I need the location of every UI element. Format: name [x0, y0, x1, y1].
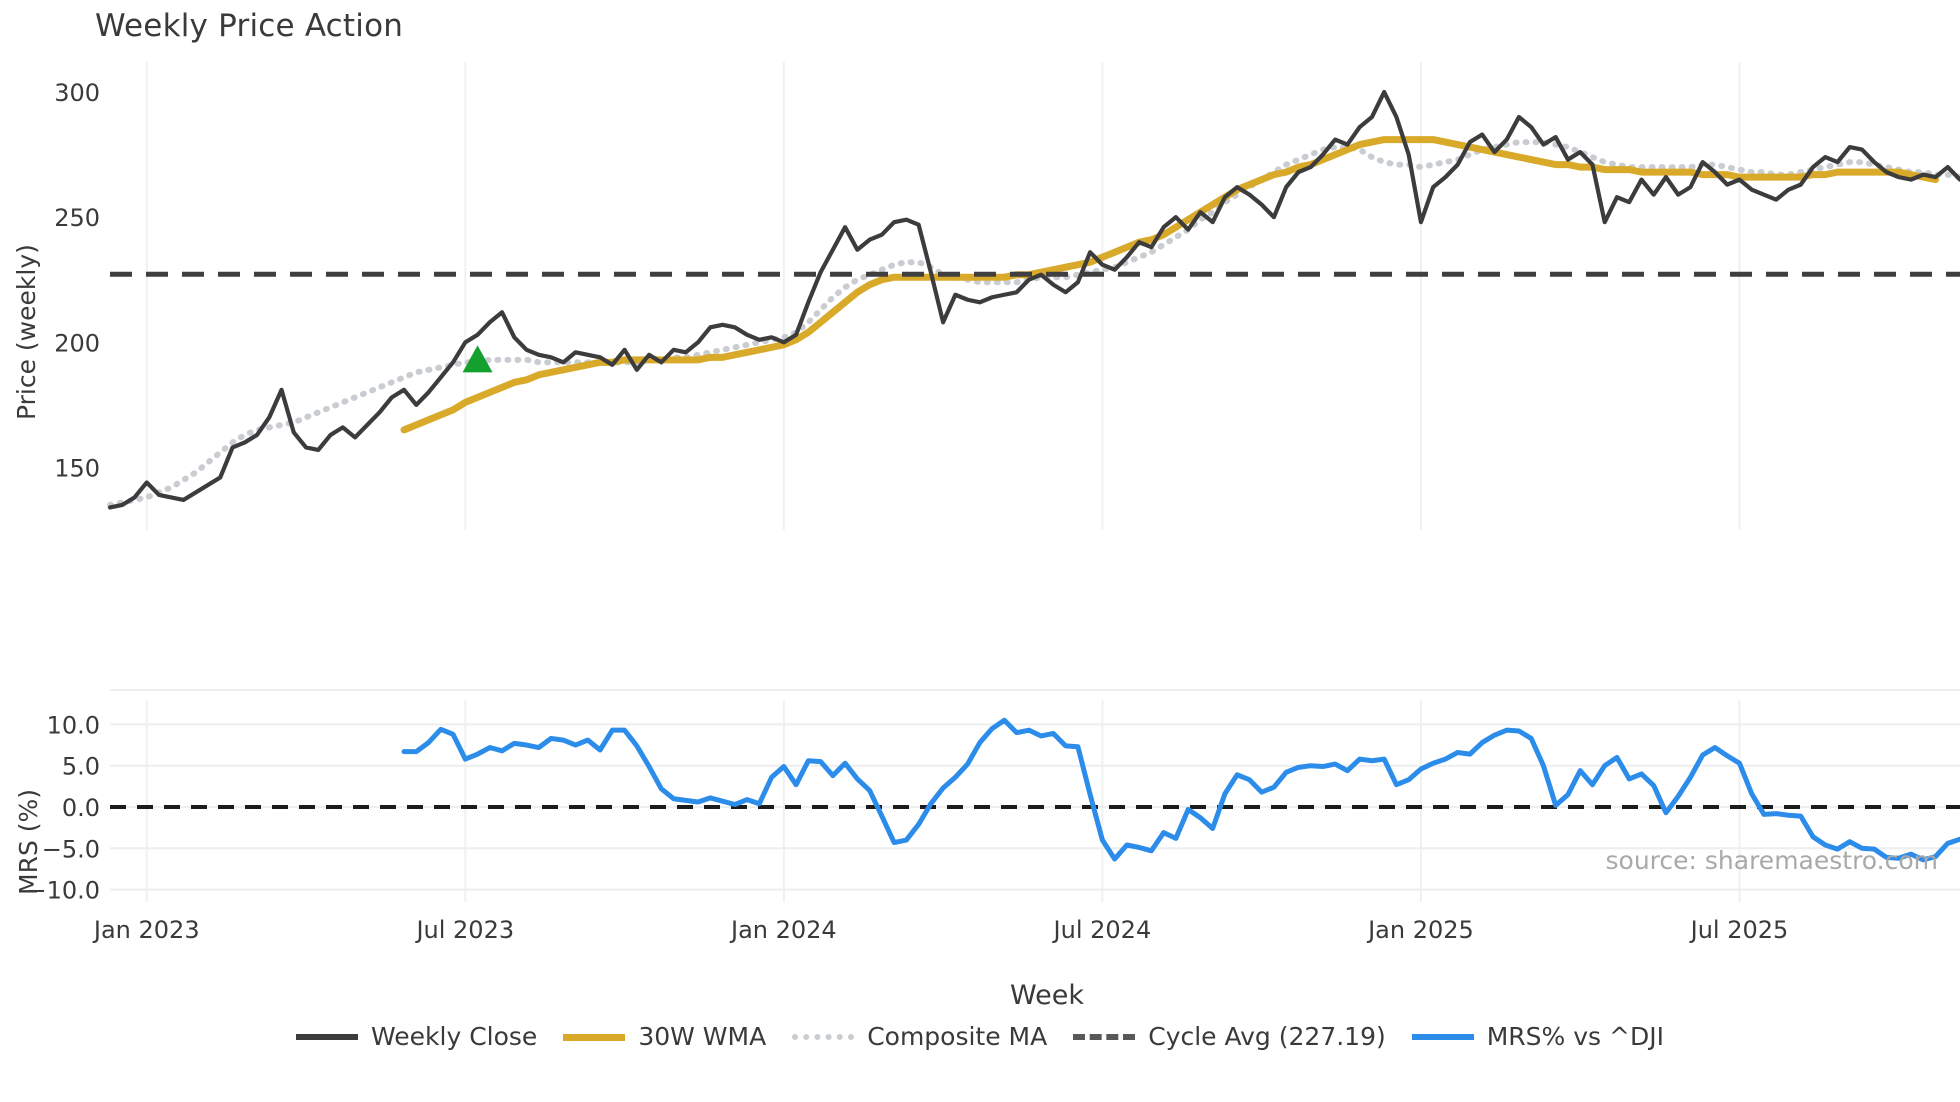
x-axis-tick: Jul 2025 [1689, 916, 1789, 944]
series-mrs-percent [401, 717, 1960, 863]
series-composite-ma [107, 139, 1960, 508]
price-axis-tick: 250 [54, 204, 100, 232]
price-axis-tick: 150 [54, 454, 100, 482]
series-30w-wma [400, 136, 1939, 434]
legend-item-composite-ma[interactable]: Composite MA [792, 1022, 1047, 1051]
mrs-axis-tick: 10.0 [47, 711, 100, 739]
mrs-axis-tick: 0.0 [62, 794, 100, 822]
legend-item-label: Cycle Avg (227.19) [1148, 1022, 1386, 1051]
legend-item-label: 30W WMA [638, 1022, 767, 1051]
x-axis-tick: Jul 2023 [414, 916, 514, 944]
legend-item-mrs-vs-dji[interactable]: MRS% vs ^DJI [1411, 1022, 1664, 1051]
buy-signal-triangle [462, 345, 493, 373]
legend-item-cycle-avg-227-19[interactable]: Cycle Avg (227.19) [1073, 1022, 1386, 1051]
legend-item-weekly-close[interactable]: Weekly Close [296, 1022, 537, 1051]
legend-item-label: MRS% vs ^DJI [1486, 1022, 1664, 1051]
page-title: Weekly Price Action [95, 8, 404, 44]
mrs-axis-tick: −5.0 [42, 835, 100, 863]
legend-item-label: Weekly Close [371, 1022, 538, 1051]
mrs-axis-tick: 5.0 [62, 753, 100, 781]
legend-item-30w-wma[interactable]: 30W WMA [563, 1022, 766, 1051]
source-watermark: source: sharemaestro.com [1605, 846, 1939, 875]
chart-legend: Weekly Close 30W WMA Composite MA Cycle Avg… [0, 1022, 1960, 1051]
price-axis-tick: 200 [54, 329, 100, 357]
x-axis-tick: Jul 2024 [1052, 916, 1152, 944]
mrs-axis-tick: −10.0 [26, 877, 100, 905]
x-axis-tick: Jan 2025 [1366, 916, 1474, 944]
legend-item-label: Composite MA [867, 1022, 1048, 1051]
price-axis-tick: 300 [54, 79, 100, 107]
x-axis-label: Week [1010, 980, 1084, 1011]
x-axis-tick: Jan 2024 [729, 916, 837, 944]
x-axis-tick: Jan 2023 [92, 916, 200, 944]
series-weekly-close [107, 89, 1960, 510]
chart-canvas: Jan 2023 Jul 2023 Jan 2024 Jul 2024 Jan 2025… [26, 62, 1960, 944]
